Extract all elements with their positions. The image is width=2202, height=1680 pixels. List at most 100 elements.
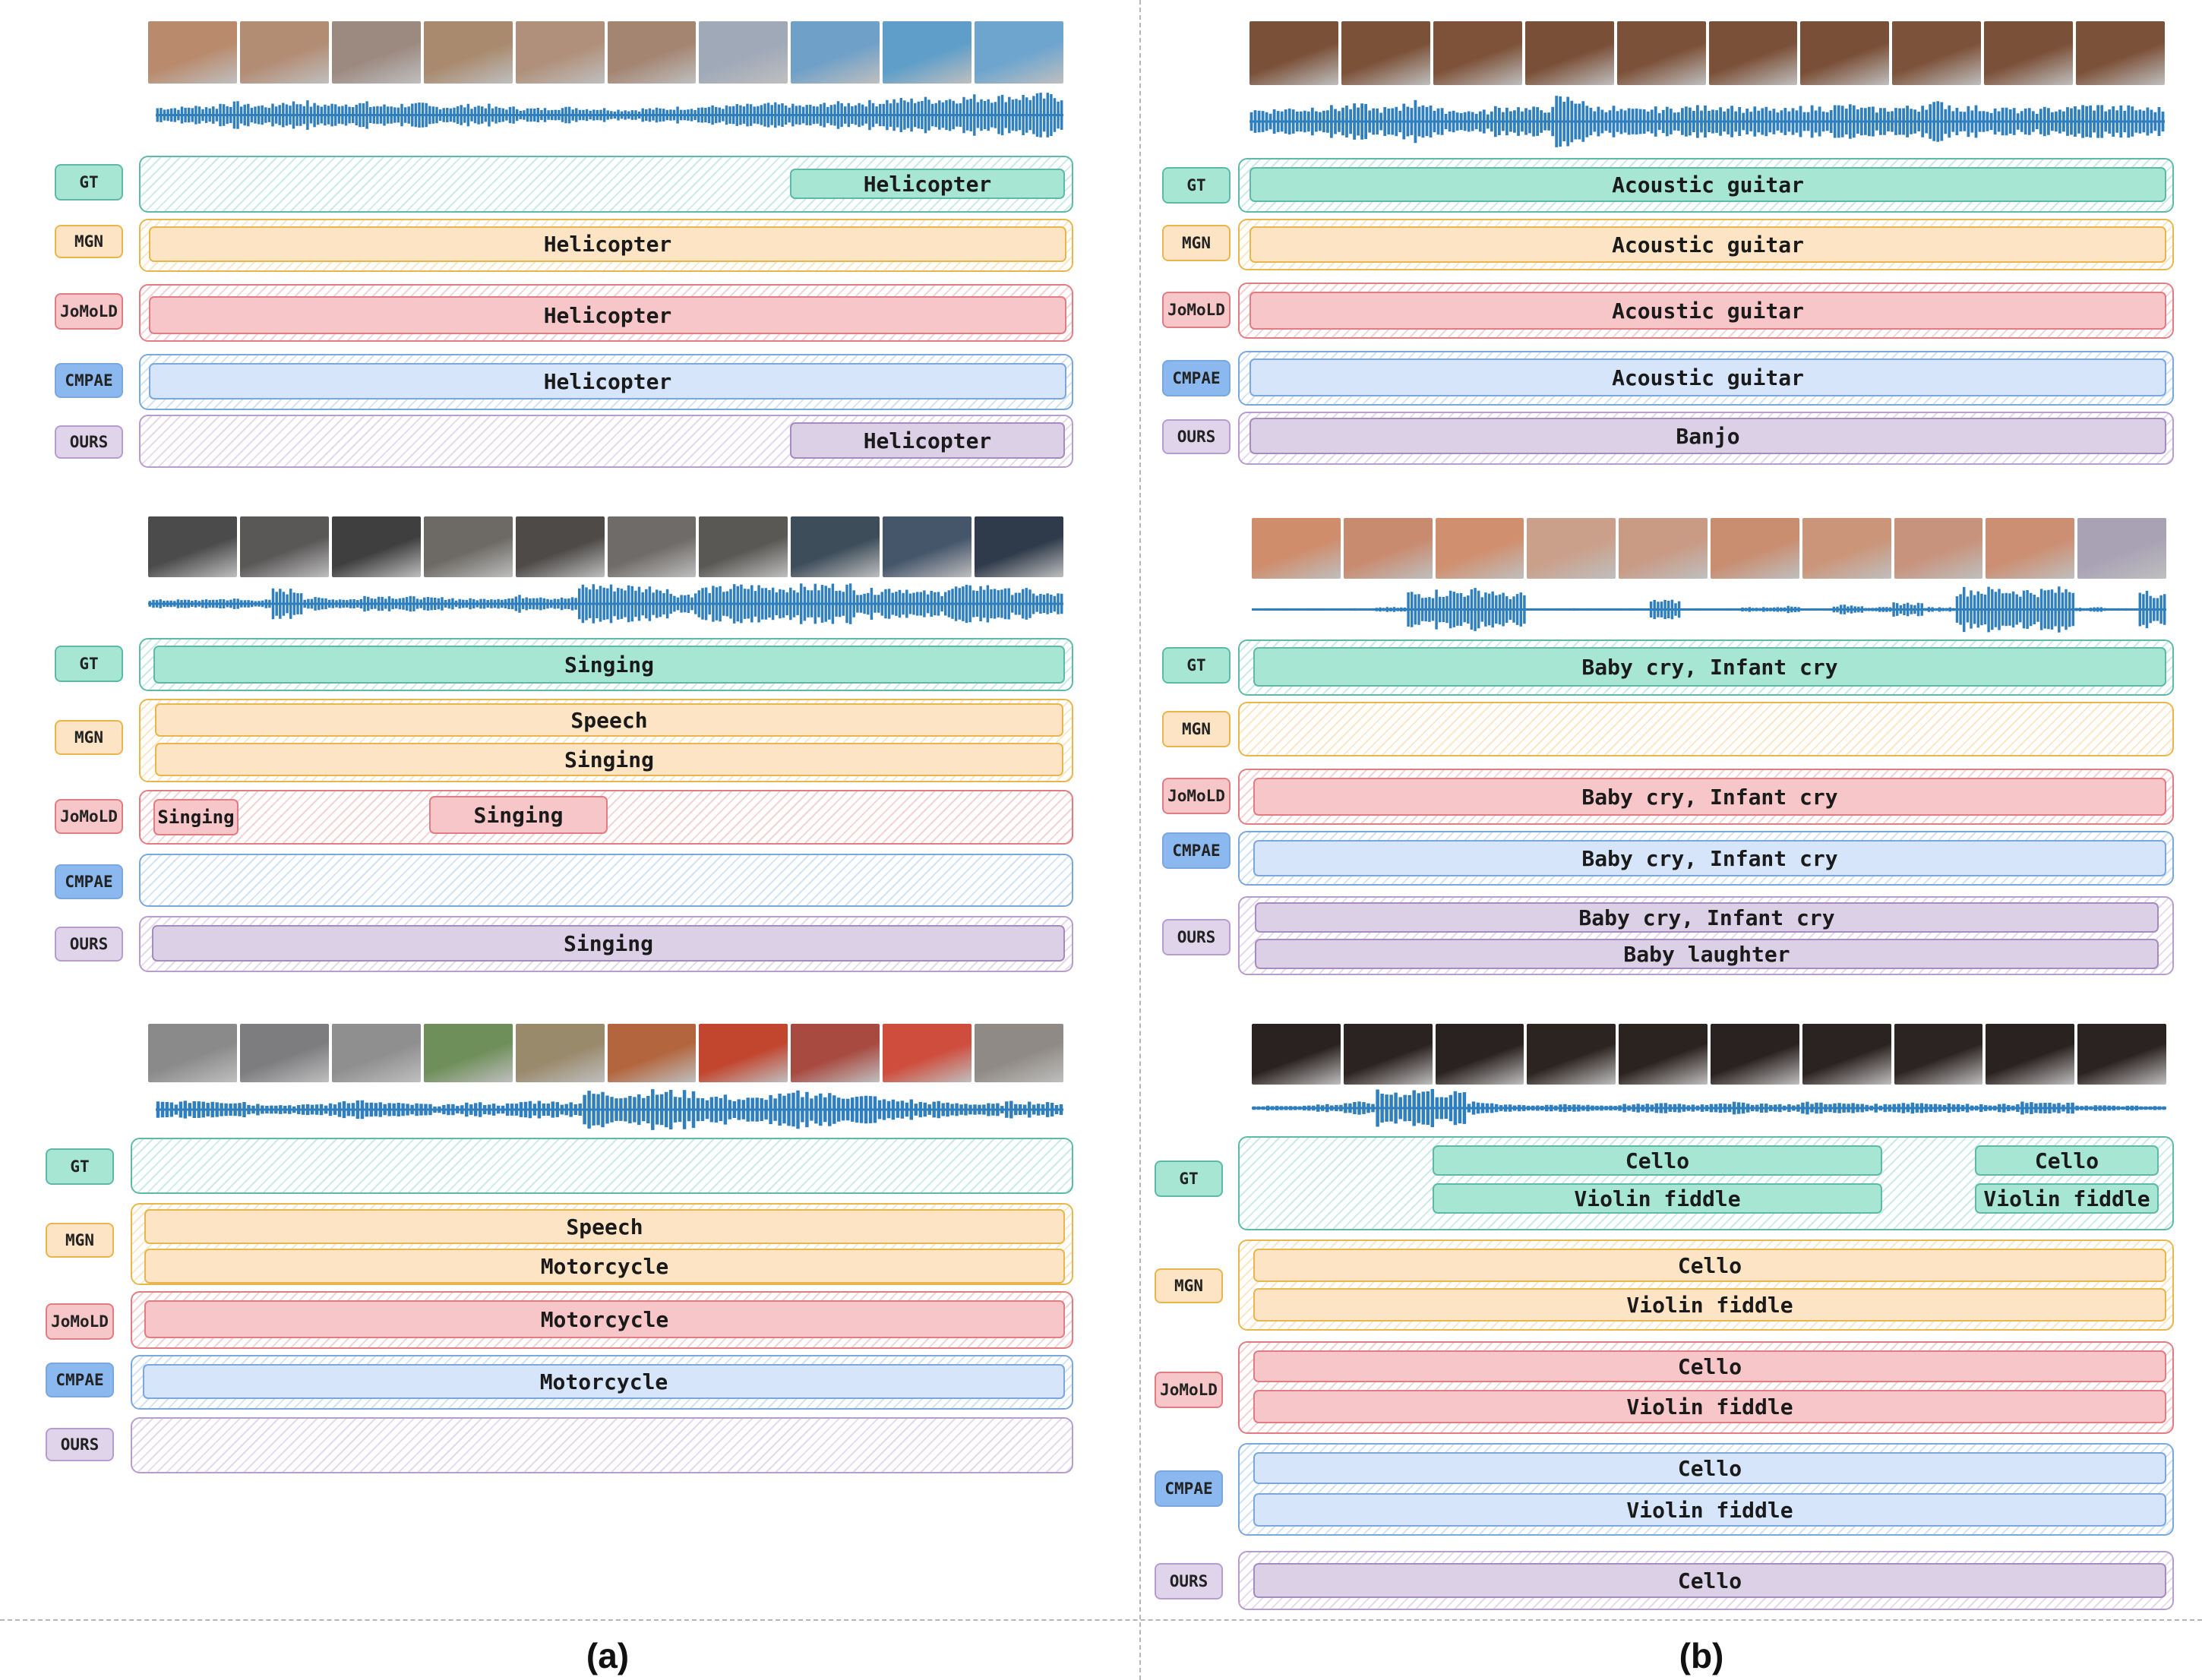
event-segment-ours: Baby laughter <box>1255 939 2159 969</box>
audio-waveform-b1 <box>1249 96 2165 147</box>
event-segment-jomold: Cello <box>1253 1350 2166 1382</box>
video-frames-b1 <box>1249 21 2166 85</box>
event-segment-ours: Banjo <box>1249 418 2166 454</box>
video-frames-b3 <box>1252 1024 2166 1085</box>
event-segment-gt: Singing <box>153 646 1065 684</box>
event-segment-cmpae: Baby cry, Infant cry <box>1253 840 2166 876</box>
waveform-path <box>1249 96 2165 147</box>
video-frame-thumbnail <box>1984 21 2074 85</box>
event-segment-jomold: Singing <box>153 799 239 835</box>
video-frame-thumbnail <box>1341 21 1430 85</box>
video-frame-thumbnail <box>699 21 788 84</box>
method-label-ours: OURS <box>1162 919 1231 955</box>
video-frame-thumbnail <box>515 1024 605 1082</box>
video-frame-thumbnail <box>975 21 1064 84</box>
video-frame-thumbnail <box>1800 21 1890 85</box>
event-segment-ours: Baby cry, Infant cry <box>1255 902 2159 933</box>
timeline-track-mgn <box>1238 702 2174 756</box>
method-label-gt: GT <box>55 164 123 201</box>
video-frame-thumbnail <box>1435 518 1524 579</box>
video-frame-thumbnail <box>699 1024 788 1082</box>
method-label-ours: OURS <box>1162 419 1231 454</box>
caption-b: (b) <box>1679 1636 1724 1675</box>
method-label-jomold: JoMoLD <box>46 1303 114 1340</box>
video-frame-thumbnail <box>1894 518 1983 579</box>
event-segment-jomold: Acoustic guitar <box>1249 292 2166 330</box>
method-label-ours: OURS <box>55 425 123 459</box>
event-segment-gt: Violin fiddle <box>1433 1183 1882 1214</box>
method-label-cmpae: CMPAE <box>1162 360 1231 396</box>
video-frame-thumbnail <box>1527 1024 1616 1085</box>
horizontal-divider <box>0 1619 2202 1621</box>
audio-waveform-a1 <box>156 93 1063 137</box>
video-frame-thumbnail <box>791 21 880 84</box>
video-frame-thumbnail <box>1802 518 1891 579</box>
video-frame-thumbnail <box>1343 518 1433 579</box>
method-label-jomold: JoMoLD <box>1162 292 1231 328</box>
event-segment-mgn: Speech <box>155 703 1063 737</box>
event-segment-mgn: Violin fiddle <box>1253 1288 2166 1322</box>
method-label-gt: GT <box>1162 167 1231 204</box>
method-label-jomold: JoMoLD <box>1162 778 1231 814</box>
caption-a: (a) <box>586 1636 630 1675</box>
method-label-gt: GT <box>55 646 123 682</box>
method-label-cmpae: CMPAE <box>1155 1470 1223 1507</box>
video-frame-thumbnail <box>975 1024 1064 1082</box>
event-segment-mgn: Cello <box>1253 1249 2166 1282</box>
video-frame-thumbnail <box>423 516 513 577</box>
video-frames-a2 <box>148 516 1064 577</box>
method-label-mgn: MGN <box>1162 711 1231 747</box>
event-segment-ours: Singing <box>152 925 1065 962</box>
waveform-path <box>1252 1088 2166 1128</box>
video-frame-thumbnail <box>239 21 329 84</box>
method-label-mgn: MGN <box>1155 1268 1223 1303</box>
video-frame-thumbnail <box>607 21 697 84</box>
video-frame-thumbnail <box>239 516 329 577</box>
event-segment-jomold: Violin fiddle <box>1253 1390 2166 1423</box>
method-label-jomold: JoMoLD <box>1155 1372 1223 1408</box>
video-frame-thumbnail <box>1343 1024 1433 1085</box>
event-segment-gt: Violin fiddle <box>1975 1183 2159 1214</box>
video-frame-thumbnail <box>883 1024 972 1082</box>
video-frames-a1 <box>148 21 1064 84</box>
method-label-cmpae: CMPAE <box>1162 832 1231 869</box>
video-frame-thumbnail <box>331 21 421 84</box>
audio-waveform-a3 <box>156 1089 1063 1130</box>
event-segment-cmpae: Acoustic guitar <box>1249 358 2166 396</box>
waveform-path <box>1252 586 2166 633</box>
video-frame-thumbnail <box>1616 21 1706 85</box>
method-label-mgn: MGN <box>1162 225 1231 261</box>
video-frame-thumbnail <box>975 516 1064 577</box>
video-frame-thumbnail <box>331 516 421 577</box>
method-label-gt: GT <box>1155 1161 1223 1197</box>
event-segment-jomold: Motorcycle <box>144 1300 1065 1338</box>
video-frame-thumbnail <box>1249 21 1338 85</box>
video-frame-thumbnail <box>1619 518 1708 579</box>
event-segment-gt: Helicopter <box>790 169 1065 199</box>
event-segment-gt: Cello <box>1975 1145 2159 1176</box>
timeline-track-ours <box>131 1417 1073 1473</box>
video-frame-thumbnail <box>1708 21 1798 85</box>
video-frame-thumbnail <box>2077 518 2166 579</box>
event-segment-jomold: Helicopter <box>149 296 1066 334</box>
video-frame-thumbnail <box>699 516 788 577</box>
event-segment-cmpae: Violin fiddle <box>1253 1493 2166 1527</box>
video-frame-thumbnail <box>1527 518 1616 579</box>
event-segment-ours: Helicopter <box>790 422 1065 459</box>
method-label-mgn: MGN <box>46 1223 114 1258</box>
timeline-track-gt <box>131 1138 1073 1194</box>
method-label-ours: OURS <box>1155 1563 1223 1599</box>
video-frame-thumbnail <box>239 1024 329 1082</box>
video-frames-b2 <box>1252 518 2166 579</box>
audio-waveform-a2 <box>148 583 1063 624</box>
video-frame-thumbnail <box>515 516 605 577</box>
event-segment-gt: Acoustic guitar <box>1249 167 2166 202</box>
video-frame-thumbnail <box>1894 1024 1983 1085</box>
method-label-jomold: JoMoLD <box>55 799 123 834</box>
event-segment-mgn: Singing <box>155 743 1063 776</box>
video-frames-a3 <box>148 1024 1064 1082</box>
video-frame-thumbnail <box>331 1024 421 1082</box>
method-label-jomold: JoMoLD <box>55 293 123 330</box>
method-label-cmpae: CMPAE <box>46 1363 114 1397</box>
